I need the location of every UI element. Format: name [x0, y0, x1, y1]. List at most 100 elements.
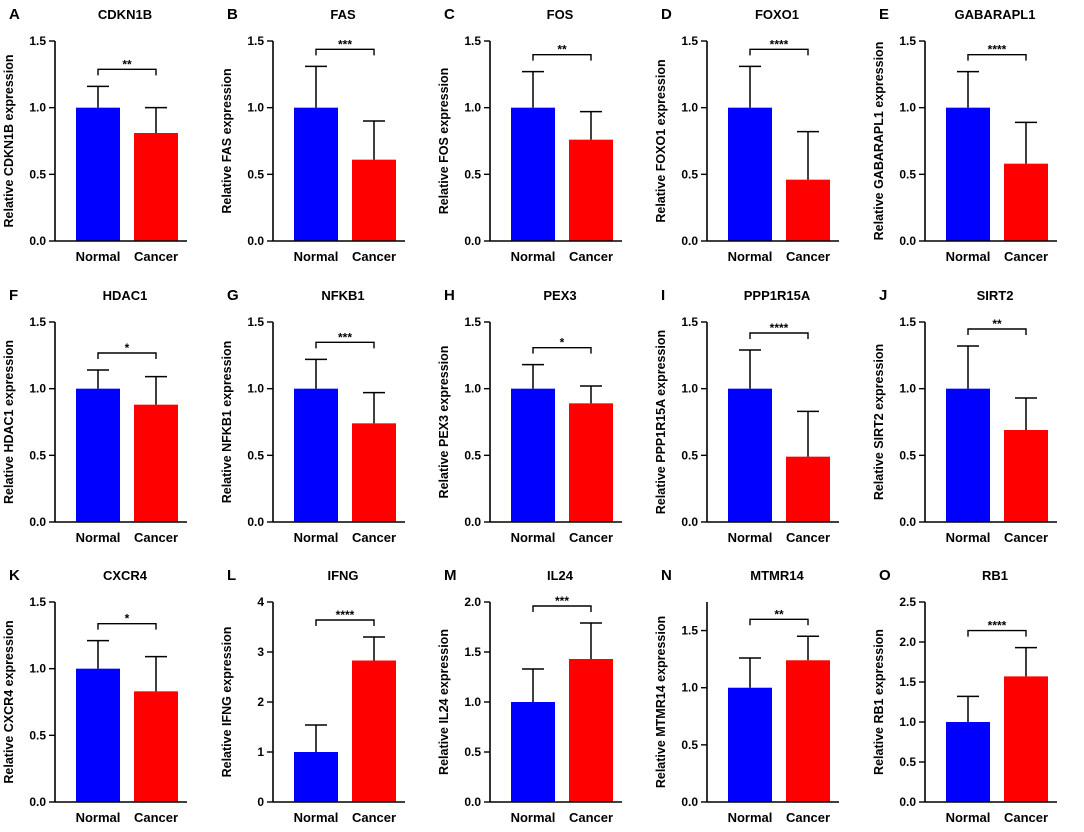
- y-axis-label-h: Relative PEX3 expression: [437, 346, 451, 499]
- y-tick-label-m-3: 1.5: [464, 645, 481, 659]
- significance-label-a: **: [122, 57, 132, 71]
- panel-letter-b: B: [227, 6, 238, 23]
- y-tick-label-e-1: 0.5: [899, 167, 916, 181]
- panel-m: M IL24 Relative IL24 expression 0.0 0.5 1.0 1.…: [437, 567, 622, 825]
- y-tick-label-a-3: 1.5: [29, 34, 46, 48]
- x-tick-label-normal-a: Normal: [76, 249, 121, 264]
- y-tick-label-k-0: 0.0: [29, 795, 46, 809]
- y-tick-label-e-0: 0.0: [899, 234, 916, 248]
- x-tick-label-cancer-a: Cancer: [134, 249, 178, 264]
- x-tick-label-cancer-j: Cancer: [1004, 530, 1048, 545]
- significance-label-n: **: [774, 607, 784, 621]
- panel-letter-o: O: [879, 567, 891, 584]
- bar-cancer-m: [569, 659, 613, 802]
- bar-cancer-g: [352, 423, 396, 522]
- chart-title-c: FOS: [547, 7, 574, 22]
- significance-label-k: *: [125, 612, 130, 626]
- panel-letter-f: F: [9, 287, 18, 304]
- significance-label-e: ****: [988, 43, 1007, 57]
- y-tick-label-e-3: 1.5: [899, 34, 916, 48]
- bar-cancer-a: [134, 133, 178, 241]
- y-tick-label-k-2: 1.0: [29, 662, 46, 676]
- bar-normal-n: [728, 687, 772, 802]
- y-tick-label-l-2: 2: [257, 695, 264, 709]
- y-tick-label-h-1: 0.5: [464, 448, 481, 462]
- y-tick-label-f-2: 1.0: [29, 382, 46, 396]
- significance-bracket-j: [967, 328, 1027, 335]
- y-tick-label-d-1: 0.5: [681, 167, 698, 181]
- panel-letter-c: C: [444, 6, 455, 23]
- y-axis-label-g: Relative NFKB1 expression: [220, 341, 234, 504]
- y-axis-label-f: Relative HDAC1 expression: [2, 340, 16, 504]
- y-tick-label-n-1: 0.5: [681, 738, 698, 752]
- y-axis-label-d: Relative FOXO1 expression: [654, 59, 668, 222]
- y-tick-label-b-0: 0.0: [247, 234, 264, 248]
- bar-normal-b: [294, 107, 338, 242]
- y-tick-label-h-0: 0.0: [464, 515, 481, 529]
- bar-normal-o: [946, 722, 990, 802]
- y-tick-label-m-4: 2.0: [464, 595, 481, 609]
- y-axis-label-m: Relative IL24 expression: [437, 629, 451, 775]
- y-axis-label-n: Relative MTMR14 expression: [654, 616, 668, 788]
- bar-cancer-i: [786, 456, 830, 522]
- y-tick-label-a-2: 1.0: [29, 101, 46, 115]
- panel-letter-h: H: [444, 287, 455, 304]
- bar-cancer-d: [786, 179, 830, 241]
- y-tick-label-n-0: 0.0: [681, 795, 698, 809]
- x-tick-label-cancer-h: Cancer: [569, 530, 613, 545]
- bar-normal-m: [511, 702, 555, 802]
- y-tick-label-g-3: 1.5: [247, 315, 264, 329]
- chart-title-e: GABARAPL1: [955, 7, 1036, 22]
- significance-label-f: *: [125, 341, 130, 355]
- y-tick-label-n-2: 1.0: [681, 681, 698, 695]
- x-tick-label-normal-h: Normal: [511, 530, 556, 545]
- significance-bracket-f: [97, 352, 157, 359]
- chart-title-n: MTMR14: [750, 568, 804, 583]
- significance-label-c: **: [557, 43, 567, 57]
- bar-cancer-j: [1004, 430, 1048, 522]
- x-tick-label-cancer-c: Cancer: [569, 249, 613, 264]
- x-tick-label-normal-f: Normal: [76, 530, 121, 545]
- significance-bracket-d: [749, 48, 809, 56]
- significance-label-l: ****: [336, 608, 355, 622]
- x-tick-label-normal-c: Normal: [511, 249, 556, 264]
- x-tick-label-normal-b: Normal: [294, 249, 339, 264]
- x-tick-label-cancer-b: Cancer: [352, 249, 396, 264]
- y-axis-label-e: Relative GABARAPL1 expression: [872, 42, 886, 241]
- chart-title-b: FAS: [330, 7, 356, 22]
- y-tick-label-i-2: 1.0: [681, 382, 698, 396]
- significance-bracket-e: [967, 53, 1027, 61]
- x-tick-label-cancer-g: Cancer: [352, 530, 396, 545]
- chart-title-j: SIRT2: [977, 288, 1014, 303]
- y-tick-label-d-0: 0.0: [681, 234, 698, 248]
- y-tick-label-o-1: 0.5: [899, 755, 916, 769]
- x-tick-label-normal-l: Normal: [294, 810, 339, 825]
- significance-label-i: ****: [770, 321, 789, 335]
- significance-label-m: ***: [555, 594, 569, 608]
- y-axis-label-l: Relative IFNG expression: [220, 627, 234, 778]
- y-tick-label-l-0: 0: [257, 795, 264, 809]
- significance-bracket-l: [315, 619, 375, 626]
- panel-letter-g: G: [227, 287, 239, 304]
- panel-letter-l: L: [227, 567, 236, 584]
- x-tick-label-normal-j: Normal: [946, 530, 991, 545]
- y-tick-label-h-2: 1.0: [464, 382, 481, 396]
- significance-bracket-c: [532, 53, 592, 61]
- significance-bracket-b: [315, 48, 375, 56]
- y-tick-label-h-3: 1.5: [464, 315, 481, 329]
- significance-bracket-i: [749, 332, 809, 339]
- y-tick-label-b-1: 0.5: [247, 167, 264, 181]
- chart-title-m: IL24: [547, 568, 574, 583]
- panel-k: K CXCR4 Relative CXCR4 expression 0.0 0.5 1.0…: [2, 567, 187, 825]
- significance-bracket-k: [97, 622, 157, 630]
- bar-normal-j: [946, 388, 990, 522]
- x-tick-label-normal-m: Normal: [511, 810, 556, 825]
- x-tick-label-cancer-m: Cancer: [569, 810, 613, 825]
- significance-bracket-m: [532, 605, 592, 612]
- chart-title-g: NFKB1: [321, 288, 364, 303]
- y-tick-label-j-0: 0.0: [899, 515, 916, 529]
- panel-e: E GABARAPL1 Relative GABARAPL1 expression 0…: [872, 6, 1057, 264]
- y-tick-label-a-1: 0.5: [29, 167, 46, 181]
- chart-title-a: CDKN1B: [98, 7, 152, 22]
- bar-cancer-c: [569, 139, 613, 241]
